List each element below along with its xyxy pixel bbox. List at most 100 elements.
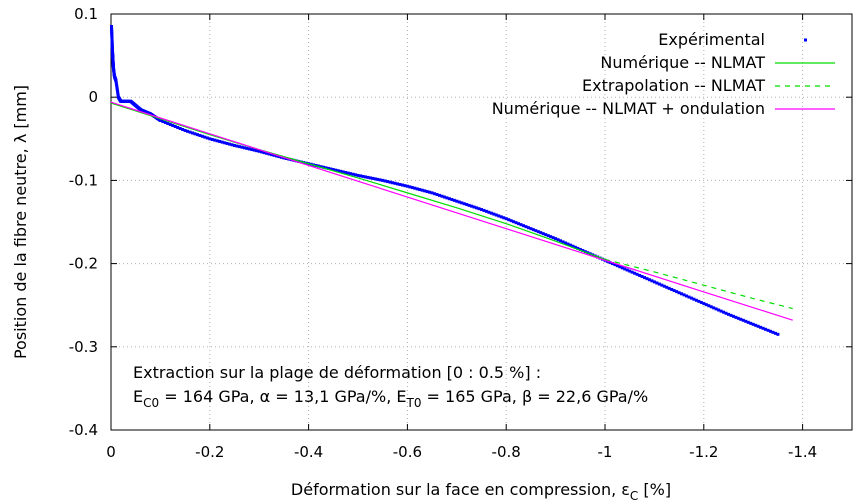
data-point: [230, 143, 234, 147]
data-point: [662, 284, 666, 288]
data-point: [610, 262, 614, 266]
data-point: [709, 305, 713, 309]
data-point: [652, 280, 656, 284]
data-point: [746, 320, 750, 324]
data-point: [628, 269, 632, 273]
data-point: [722, 310, 726, 314]
data-point: [773, 331, 777, 335]
data-point: [393, 181, 397, 185]
data-point: [428, 190, 432, 194]
series-line-2: [604, 258, 793, 310]
data-point: [549, 235, 553, 239]
data-point: [615, 264, 619, 268]
data-point: [433, 192, 437, 196]
data-point: [171, 123, 175, 127]
data-point: [181, 127, 185, 131]
data-point: [613, 263, 617, 267]
data-point: [176, 125, 180, 129]
data-point: [492, 212, 496, 216]
data-point: [351, 172, 355, 176]
data-point: [536, 230, 540, 234]
data-point: [445, 196, 449, 200]
data-point: [551, 236, 555, 240]
data-point: [482, 208, 486, 212]
data-point: [346, 171, 350, 175]
data-point: [163, 120, 167, 124]
data-point: [420, 188, 424, 192]
data-point: [220, 140, 224, 144]
data-point: [768, 329, 772, 333]
data-point: [776, 332, 780, 336]
data-point: [386, 180, 390, 184]
legend-marker: [804, 38, 807, 42]
y-tick-label: 0: [88, 88, 98, 106]
data-point: [650, 279, 654, 283]
data-point: [561, 240, 565, 244]
data-point: [440, 194, 444, 198]
data-point: [403, 184, 407, 188]
y-tick-label: -0.2: [69, 255, 98, 273]
data-point: [438, 193, 442, 197]
data-point: [450, 198, 454, 202]
data-point: [761, 326, 765, 330]
data-point: [186, 129, 190, 133]
data-point: [680, 292, 684, 296]
data-point: [225, 141, 229, 145]
data-point: [625, 268, 629, 272]
data-point: [578, 247, 582, 251]
data-point: [339, 169, 343, 173]
data-point: [366, 175, 370, 179]
data-point: [563, 241, 567, 245]
data-point: [418, 188, 422, 192]
data-point: [435, 193, 439, 197]
data-point: [682, 293, 686, 297]
data-point: [400, 183, 404, 187]
data-point: [647, 278, 651, 282]
x-tick-label: -0.6: [393, 443, 422, 461]
data-point: [191, 131, 195, 135]
data-point: [267, 152, 271, 156]
data-point: [247, 147, 251, 151]
data-point: [623, 267, 627, 271]
data-point: [739, 317, 743, 321]
x-tick-label: -0.8: [492, 443, 521, 461]
data-point: [349, 172, 353, 176]
data-point: [114, 80, 118, 84]
data-point: [539, 231, 543, 235]
data-point: [116, 94, 120, 98]
data-point: [158, 118, 162, 122]
data-point: [514, 221, 518, 225]
data-point: [398, 182, 402, 186]
data-point: [529, 227, 533, 231]
data-point: [670, 287, 674, 291]
data-point: [467, 203, 471, 207]
data-point: [685, 294, 689, 298]
data-point: [573, 245, 577, 249]
data-point: [756, 324, 760, 328]
data-point: [356, 173, 360, 177]
data-point: [704, 303, 708, 307]
data-point: [415, 187, 419, 191]
data-point: [262, 151, 266, 155]
data-point: [749, 321, 753, 325]
data-point: [388, 180, 392, 184]
data-point: [334, 168, 338, 172]
data-point: [193, 132, 197, 136]
x-tick-label: -0.2: [195, 443, 224, 461]
data-point: [361, 174, 365, 178]
annotation-line-2: EC0 = 164 GPa, α = 13,1 GPa/%, ET0 = 165…: [133, 387, 648, 410]
data-point: [504, 217, 508, 221]
data-point: [457, 200, 461, 204]
data-point: [566, 242, 570, 246]
data-point: [237, 145, 241, 149]
data-point: [640, 274, 644, 278]
series-line-3: [110, 101, 793, 321]
data-point: [277, 155, 281, 159]
data-point: [712, 306, 716, 310]
series-layer: [109, 24, 793, 336]
data-point: [423, 189, 427, 193]
data-point: [188, 130, 192, 134]
data-point: [198, 133, 202, 137]
data-point: [531, 228, 535, 232]
data-point: [638, 273, 642, 277]
